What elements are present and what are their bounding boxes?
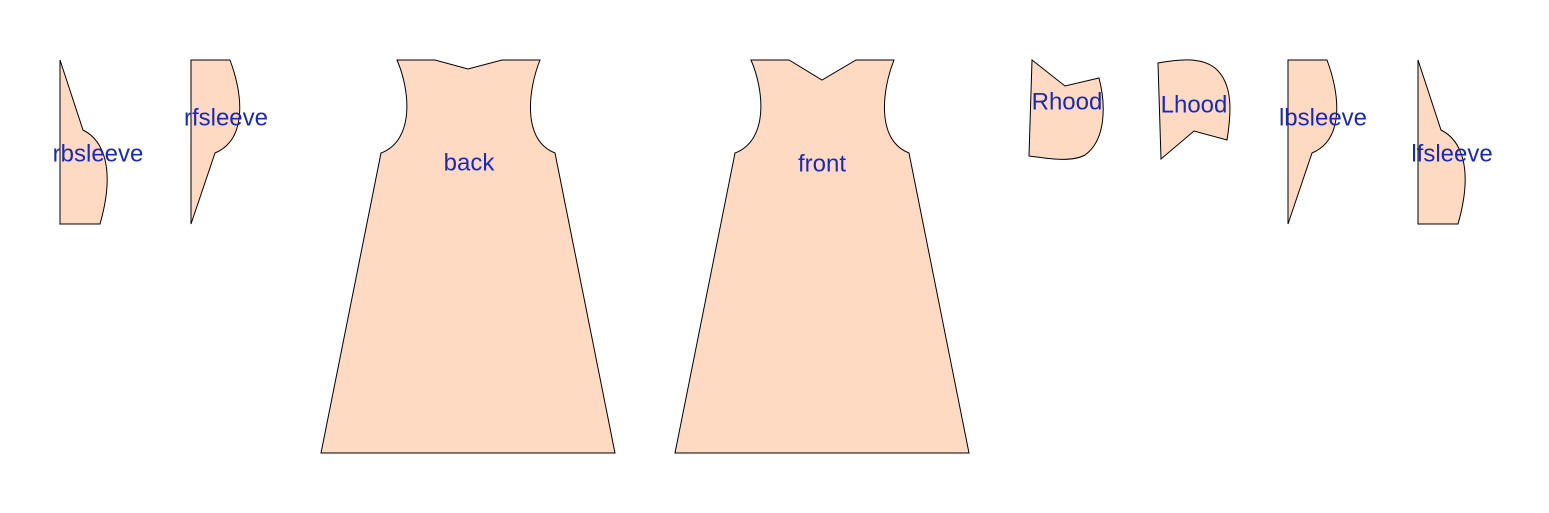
pattern-piece-back[interactable]: back bbox=[320, 59, 616, 454]
piece-outline-front bbox=[674, 59, 970, 454]
piece-label-back: back bbox=[444, 149, 496, 176]
pattern-piece-lbsleeve[interactable]: lbsleeve bbox=[1279, 59, 1367, 225]
piece-outline-Rhood bbox=[1028, 58, 1104, 160]
pattern-piece-rbsleeve[interactable]: rbsleeve bbox=[53, 59, 144, 225]
piece-label-lfsleeve: lfsleeve bbox=[1411, 140, 1492, 167]
piece-outline-lbsleeve bbox=[1287, 59, 1338, 225]
pattern-piece-lfsleeve[interactable]: lfsleeve bbox=[1411, 59, 1493, 225]
piece-label-Rhood: Rhood bbox=[1032, 88, 1103, 115]
piece-label-lbsleeve: lbsleeve bbox=[1279, 104, 1367, 131]
piece-outline-lfsleeve bbox=[1417, 59, 1466, 225]
piece-outline-Lhood bbox=[1157, 59, 1231, 161]
pattern-piece-Lhood[interactable]: Lhood bbox=[1157, 59, 1231, 161]
pattern-piece-rfsleeve[interactable]: rfsleeve bbox=[184, 59, 268, 225]
piece-label-rfsleeve: rfsleeve bbox=[184, 104, 268, 131]
piece-label-rbsleeve: rbsleeve bbox=[53, 140, 144, 167]
pattern-piece-Rhood[interactable]: Rhood bbox=[1028, 58, 1104, 160]
piece-outline-back bbox=[320, 59, 616, 454]
piece-outline-rfsleeve bbox=[190, 59, 241, 225]
pattern-piece-front[interactable]: front bbox=[674, 59, 970, 454]
piece-outline-rbsleeve bbox=[59, 59, 108, 225]
piece-label-Lhood: Lhood bbox=[1161, 91, 1228, 118]
piece-label-front: front bbox=[798, 150, 846, 177]
